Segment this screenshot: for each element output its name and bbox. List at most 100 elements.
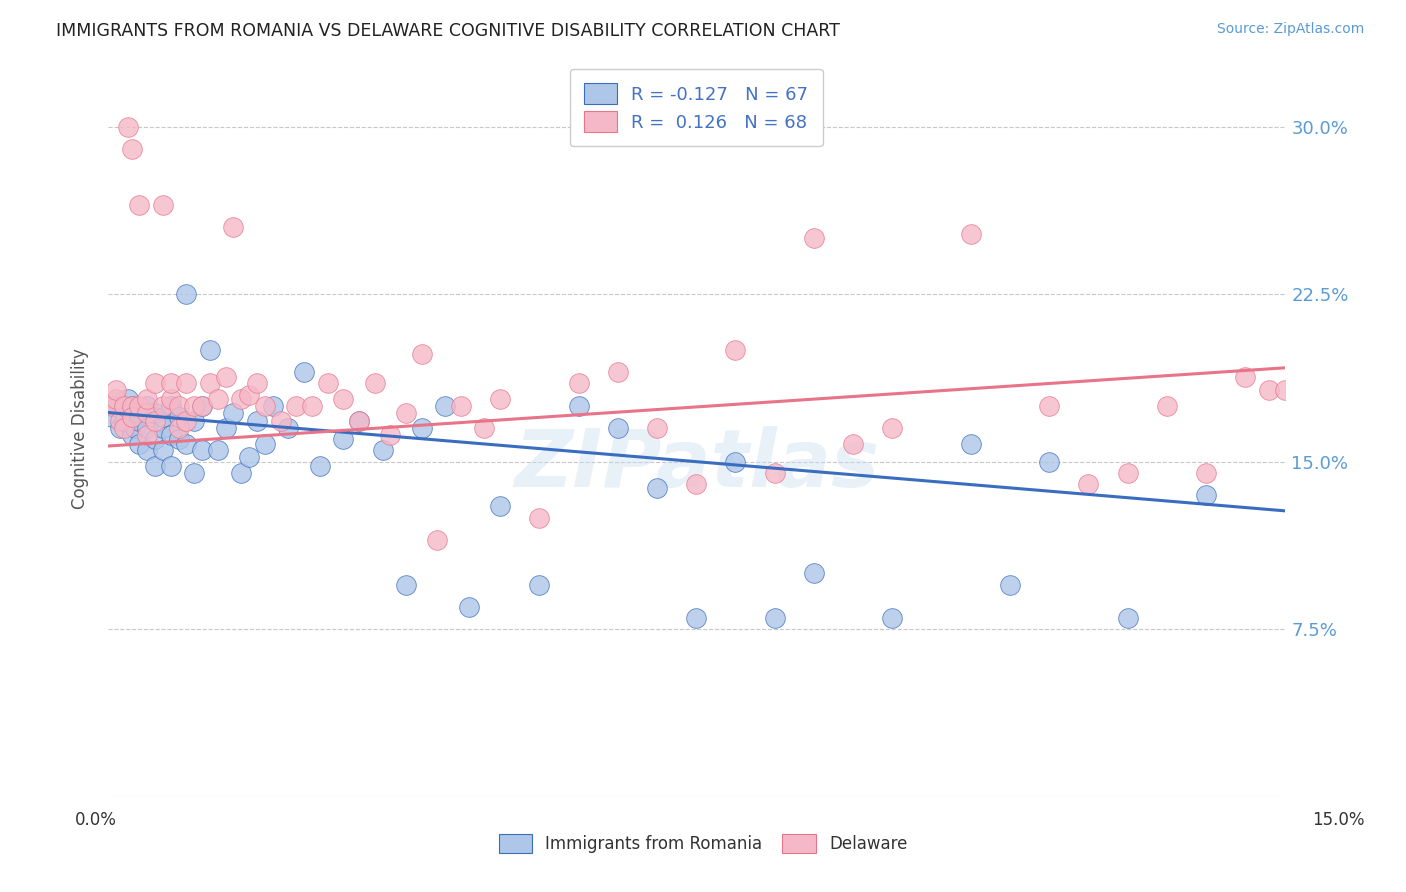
Point bbox=[198, 376, 221, 391]
Point bbox=[183, 399, 205, 413]
Point bbox=[645, 421, 668, 435]
Text: IMMIGRANTS FROM ROMANIA VS DELAWARE COGNITIVE DISABILITY CORRELATION CHART: IMMIGRANTS FROM ROMANIA VS DELAWARE COGN… bbox=[56, 22, 841, 40]
Point bbox=[411, 421, 433, 435]
Point bbox=[143, 414, 166, 428]
Point bbox=[411, 347, 433, 361]
Point bbox=[167, 421, 190, 435]
Point bbox=[568, 399, 591, 413]
Point bbox=[104, 392, 127, 406]
Point bbox=[159, 376, 181, 391]
Point bbox=[143, 376, 166, 391]
Point bbox=[1195, 466, 1218, 480]
Point bbox=[136, 399, 159, 413]
Point bbox=[763, 611, 786, 625]
Point bbox=[1257, 383, 1279, 397]
Point bbox=[152, 409, 174, 424]
Point bbox=[457, 599, 479, 614]
Point bbox=[108, 414, 131, 428]
Point bbox=[143, 405, 166, 419]
Point bbox=[101, 409, 124, 424]
Point bbox=[606, 365, 628, 379]
Point bbox=[152, 421, 174, 435]
Point bbox=[191, 399, 214, 413]
Point bbox=[128, 437, 150, 451]
Point bbox=[395, 405, 418, 419]
Point bbox=[763, 466, 786, 480]
Point bbox=[568, 376, 591, 391]
Point bbox=[998, 577, 1021, 591]
Point bbox=[112, 421, 135, 435]
Point bbox=[246, 376, 269, 391]
Point bbox=[159, 399, 181, 413]
Point bbox=[529, 510, 551, 524]
Point bbox=[124, 421, 146, 435]
Point bbox=[207, 392, 229, 406]
Point bbox=[136, 392, 159, 406]
Point bbox=[176, 437, 198, 451]
Point bbox=[1038, 455, 1060, 469]
Point bbox=[214, 369, 236, 384]
Point bbox=[191, 443, 214, 458]
Point bbox=[121, 428, 143, 442]
Point bbox=[198, 343, 221, 357]
Point bbox=[253, 437, 276, 451]
Point bbox=[347, 414, 370, 428]
Point bbox=[395, 577, 418, 591]
Point bbox=[277, 421, 299, 435]
Point bbox=[231, 466, 253, 480]
Point bbox=[112, 414, 135, 428]
Point bbox=[231, 392, 253, 406]
Point bbox=[316, 376, 339, 391]
Point bbox=[136, 405, 159, 419]
Point bbox=[207, 443, 229, 458]
Point bbox=[489, 392, 512, 406]
Point bbox=[332, 392, 354, 406]
Point bbox=[803, 566, 825, 581]
Point bbox=[253, 399, 276, 413]
Point bbox=[262, 399, 284, 413]
Point bbox=[645, 482, 668, 496]
Point bbox=[167, 399, 190, 413]
Point bbox=[176, 414, 198, 428]
Point bbox=[214, 421, 236, 435]
Text: 0.0%: 0.0% bbox=[75, 811, 117, 829]
Point bbox=[426, 533, 449, 547]
Legend: R = -0.127   N = 67, R =  0.126   N = 68: R = -0.127 N = 67, R = 0.126 N = 68 bbox=[569, 69, 823, 146]
Point bbox=[152, 443, 174, 458]
Point bbox=[380, 428, 402, 442]
Point bbox=[128, 198, 150, 212]
Point bbox=[529, 577, 551, 591]
Point bbox=[167, 433, 190, 447]
Point bbox=[128, 414, 150, 428]
Text: Source: ZipAtlas.com: Source: ZipAtlas.com bbox=[1216, 22, 1364, 37]
Point bbox=[112, 399, 135, 413]
Point bbox=[1234, 369, 1257, 384]
Point bbox=[308, 459, 330, 474]
Point bbox=[1038, 399, 1060, 413]
Point bbox=[285, 399, 308, 413]
Point bbox=[1274, 383, 1296, 397]
Point bbox=[1116, 611, 1139, 625]
Point bbox=[959, 227, 981, 241]
Point bbox=[112, 405, 135, 419]
Point bbox=[159, 428, 181, 442]
Point bbox=[222, 220, 245, 235]
Point bbox=[292, 365, 315, 379]
Point bbox=[606, 421, 628, 435]
Point bbox=[108, 421, 131, 435]
Point bbox=[238, 450, 260, 465]
Point bbox=[685, 611, 707, 625]
Point bbox=[246, 414, 269, 428]
Point bbox=[176, 287, 198, 301]
Point bbox=[121, 409, 143, 424]
Y-axis label: Cognitive Disability: Cognitive Disability bbox=[72, 348, 89, 508]
Point bbox=[474, 421, 496, 435]
Legend: Immigrants from Romania, Delaware: Immigrants from Romania, Delaware bbox=[491, 825, 915, 862]
Point bbox=[959, 437, 981, 451]
Point bbox=[724, 455, 747, 469]
Point bbox=[1195, 488, 1218, 502]
Point bbox=[882, 611, 904, 625]
Point bbox=[363, 376, 385, 391]
Point bbox=[183, 414, 205, 428]
Point bbox=[136, 428, 159, 442]
